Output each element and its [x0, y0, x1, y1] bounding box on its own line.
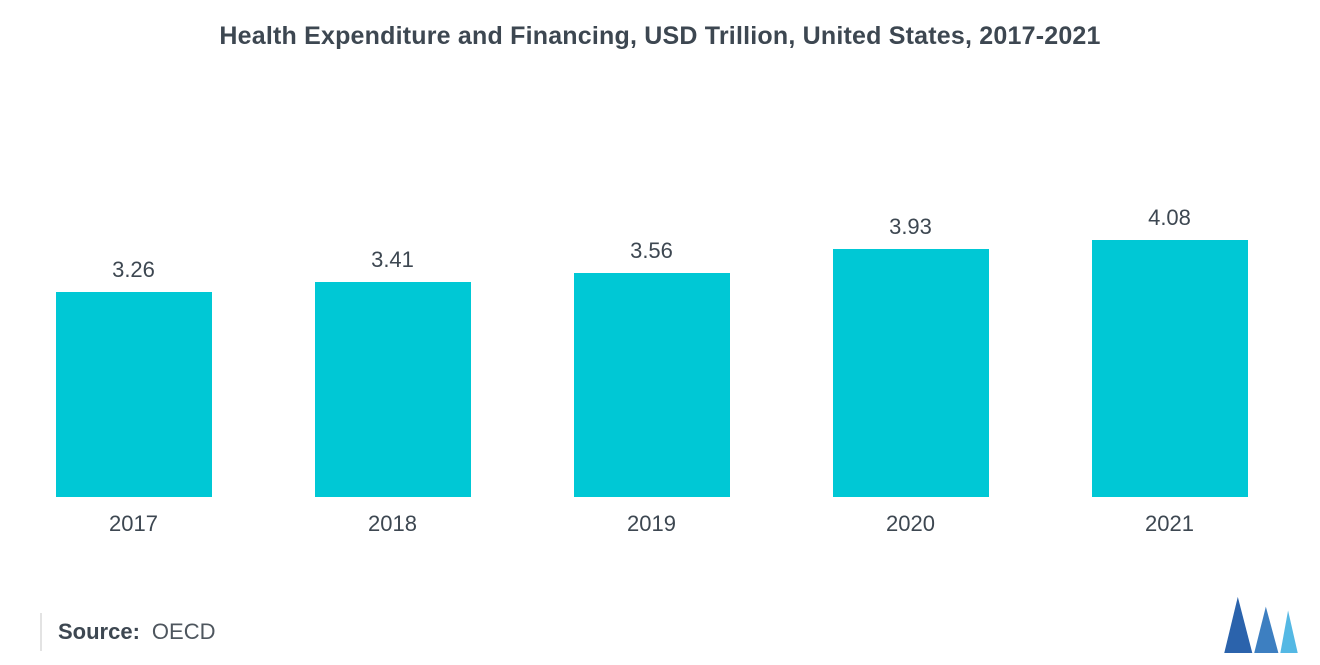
x-tick-label: 2018 [368, 511, 417, 536]
logo-m-icon [1224, 596, 1298, 653]
bar-group: 3.41 2018 [263, 247, 522, 536]
bar [832, 249, 989, 497]
bar-value-label: 3.93 [889, 214, 932, 239]
bar-group: 4.08 2021 [1040, 205, 1299, 536]
x-tick-label: 2017 [109, 511, 158, 536]
x-tick-label: 2021 [1145, 511, 1194, 536]
bar [1091, 240, 1248, 497]
bar [55, 292, 212, 497]
chart-title: Health Expenditure and Financing, USD Tr… [219, 22, 1101, 50]
bar-group: 3.26 2017 [4, 257, 263, 536]
mordor-intelligence-logo [1224, 595, 1298, 653]
source-label: Source: [58, 619, 140, 644]
bar [573, 273, 730, 497]
bar-value-label: 3.41 [371, 247, 414, 272]
source-footer: Source: OECD [40, 613, 215, 651]
bar-group: 3.56 2019 [522, 238, 781, 536]
x-tick-label: 2020 [886, 511, 935, 536]
bar-group: 3.93 2020 [781, 214, 1040, 536]
source-value: OECD [151, 619, 216, 644]
bar-value-label: 3.56 [630, 238, 673, 263]
bar-value-label: 4.08 [1148, 205, 1191, 230]
bar [314, 282, 471, 497]
bar-value-label: 3.26 [112, 257, 155, 282]
x-tick-label: 2019 [627, 511, 676, 536]
bar-area: 3.26 2017 3.41 2018 3.56 2019 3.93 2020 4.08 2021 [4, 205, 1299, 536]
